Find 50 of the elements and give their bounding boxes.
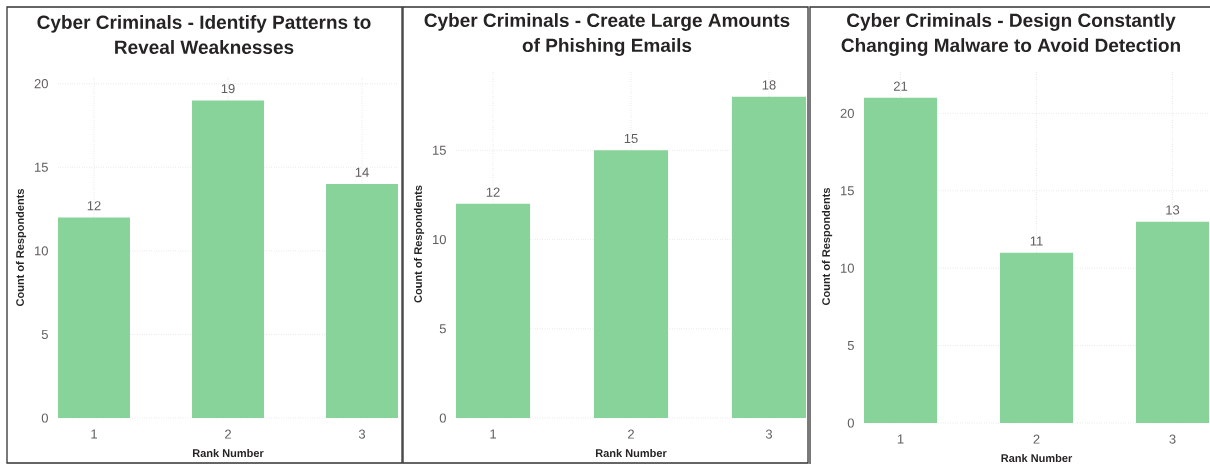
x-tick-label: 1 bbox=[91, 429, 97, 439]
y-tick-label: 15 bbox=[841, 186, 854, 196]
x-axis-title: Rank Number bbox=[1001, 453, 1073, 463]
bar bbox=[1135, 221, 1210, 423]
y-tick-label: 5 bbox=[41, 329, 48, 339]
x-tick-label: 3 bbox=[1169, 434, 1176, 444]
y-axis-title: Count of Respondents bbox=[821, 187, 833, 306]
y-tick-label: 5 bbox=[847, 341, 854, 351]
data-label: 18 bbox=[762, 80, 776, 90]
data-label: 12 bbox=[486, 187, 500, 197]
x-tick-label: 2 bbox=[628, 429, 634, 439]
bar bbox=[1000, 252, 1074, 423]
chart-title: Cyber Criminals - Identify Patterns to Reveal Weaknesses bbox=[37, 15, 371, 54]
bar bbox=[192, 100, 264, 418]
bar bbox=[864, 97, 938, 423]
data-label: 12 bbox=[87, 201, 101, 211]
chart-title: Cyber Criminals - Create Large Amounts of Phishing Emails bbox=[424, 13, 790, 56]
y-tick-label: 10 bbox=[841, 263, 854, 273]
data-label: 19 bbox=[221, 83, 235, 94]
x-tick-label: 3 bbox=[765, 429, 773, 439]
bar bbox=[326, 183, 399, 418]
y-tick-label: 0 bbox=[847, 418, 854, 428]
data-label: 11 bbox=[1030, 236, 1043, 246]
x-tick-label: 3 bbox=[358, 429, 366, 439]
y-tick-label: 20 bbox=[840, 108, 854, 118]
y-axis-title: Count of Respondents bbox=[413, 185, 425, 303]
chart-title: Cyber Criminals - Design Constantly Changing Malware to Avoid Detection bbox=[841, 13, 1180, 56]
data-label: 13 bbox=[1166, 205, 1180, 215]
x-tick-label: 1 bbox=[490, 429, 497, 439]
y-tick-label: 10 bbox=[433, 234, 446, 245]
y-axis-title: Count of Respondents bbox=[15, 188, 27, 307]
y-tick-label: 10 bbox=[35, 246, 48, 256]
bar bbox=[58, 217, 130, 418]
x-tick-label: 2 bbox=[1033, 434, 1040, 444]
bar bbox=[456, 203, 531, 418]
bar bbox=[593, 150, 669, 418]
data-label: 21 bbox=[893, 81, 908, 91]
y-tick-label: 0 bbox=[439, 413, 446, 423]
y-tick-label: 0 bbox=[41, 413, 48, 423]
y-tick-label: 5 bbox=[439, 324, 446, 334]
data-label: 14 bbox=[355, 167, 369, 177]
x-axis-title: Rank Number bbox=[192, 448, 264, 458]
x-tick-label: 1 bbox=[897, 434, 904, 444]
x-axis-title: Rank Number bbox=[595, 448, 667, 458]
y-tick-label: 15 bbox=[433, 145, 446, 155]
y-tick-label: 20 bbox=[34, 79, 48, 89]
x-tick-label: 2 bbox=[225, 429, 231, 439]
bar bbox=[731, 96, 807, 418]
data-label: 15 bbox=[624, 134, 638, 144]
y-tick-label: 15 bbox=[35, 162, 48, 172]
